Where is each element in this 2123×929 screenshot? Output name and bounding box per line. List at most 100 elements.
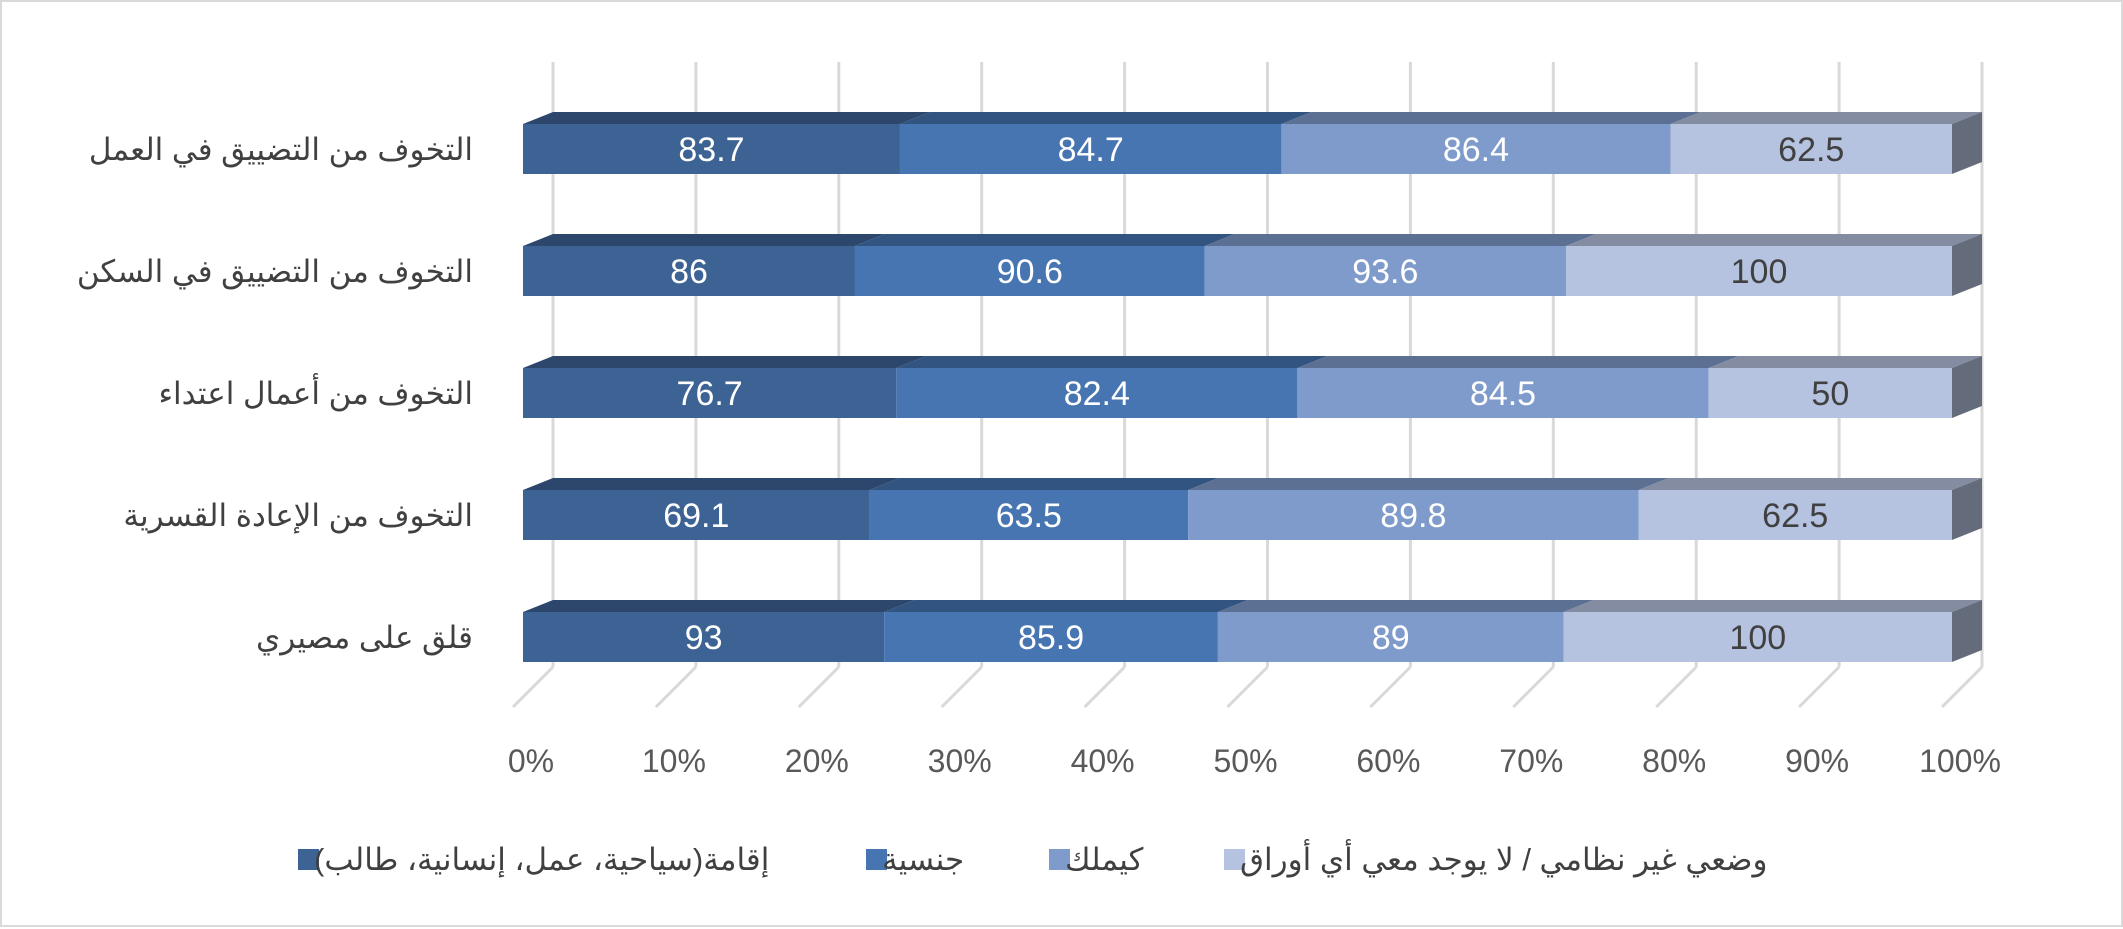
floor-gridline-3 bbox=[940, 665, 983, 709]
floor-gridline-1 bbox=[654, 665, 697, 709]
category-label: التخوف من أعمال اعتداء bbox=[158, 373, 473, 412]
data-label: 62.5 bbox=[1762, 497, 1828, 535]
bar-segment bbox=[896, 368, 1298, 418]
x-tick-label: 20% bbox=[785, 743, 849, 779]
data-label: 89 bbox=[1372, 619, 1410, 657]
bar-row: 86 90.6 93.6 100 bbox=[523, 234, 1982, 296]
x-tick-label: 100% bbox=[1919, 743, 2001, 779]
legend-swatch bbox=[1049, 849, 1070, 870]
bar-segment bbox=[854, 246, 1205, 296]
category-label: قلق على مصيري bbox=[256, 620, 473, 656]
bar-segment bbox=[1188, 490, 1639, 540]
bar-segment bbox=[899, 124, 1282, 174]
legend-item: جنسية bbox=[866, 842, 964, 877]
data-label: 93 bbox=[685, 619, 723, 657]
category-label: التخوف من التضييق في العمل bbox=[89, 132, 473, 168]
legend-swatch bbox=[298, 849, 319, 870]
x-tick-label: 0% bbox=[508, 743, 554, 779]
data-label: 82.4 bbox=[1064, 375, 1130, 413]
data-label: 84.7 bbox=[1058, 131, 1124, 169]
bar-segment-top bbox=[1217, 600, 1594, 612]
bar-segment-top bbox=[523, 478, 900, 490]
category-label: التخوف من التضييق في السكن bbox=[77, 254, 473, 290]
bar-segment-top bbox=[896, 356, 1328, 368]
x-tick-label: 50% bbox=[1213, 743, 1277, 779]
data-label: 90.6 bbox=[997, 253, 1063, 291]
legend-item: إقامة(سياحية، عمل، إنسانية، طالب) bbox=[298, 842, 769, 878]
data-label: 86.4 bbox=[1443, 131, 1509, 169]
bar-segment bbox=[1204, 246, 1566, 296]
bar-segment bbox=[1281, 124, 1671, 174]
legend-item: كيملك bbox=[1049, 842, 1144, 877]
bar-segment bbox=[523, 490, 870, 540]
floor-gridline-10 bbox=[1940, 665, 1984, 709]
data-label: 62.5 bbox=[1778, 131, 1844, 169]
bar-segment-top bbox=[869, 478, 1219, 490]
bar-row: 76.7 82.4 84.5 50 bbox=[523, 356, 1982, 418]
data-label: 100 bbox=[1731, 253, 1788, 291]
data-label: 63.5 bbox=[996, 497, 1062, 535]
legend-label: وضعي غير نظامي / لا يوجد معي أي أوراق bbox=[1240, 839, 1767, 878]
bar-segment bbox=[884, 612, 1218, 662]
legend-label: إقامة(سياحية، عمل، إنسانية، طالب) bbox=[314, 842, 769, 878]
data-label: 83.7 bbox=[678, 131, 744, 169]
bar-row: 69.1 63.5 89.8 62.5 bbox=[523, 478, 1982, 540]
bar-segment-top bbox=[1670, 112, 1982, 124]
bar-segment-top bbox=[884, 600, 1248, 612]
floor-gridline-4 bbox=[1083, 665, 1126, 709]
bar-segment-top bbox=[1638, 478, 1982, 490]
bar-segment-top bbox=[523, 234, 885, 246]
bar-side-face bbox=[1952, 234, 1982, 296]
data-label: 84.5 bbox=[1470, 375, 1536, 413]
bar-row: 83.7 84.7 86.4 62.5 bbox=[523, 112, 1982, 174]
legend: إقامة(سياحية، عمل، إنسانية، طالب) جنسية كي… bbox=[298, 839, 1767, 878]
legend-label: كيملك bbox=[1065, 842, 1144, 877]
data-label: 86 bbox=[670, 253, 708, 291]
bar-segment bbox=[1708, 368, 1952, 418]
bar-segment-top bbox=[1297, 356, 1739, 368]
x-tick-label: 60% bbox=[1356, 743, 1420, 779]
legend-swatch bbox=[1224, 849, 1245, 870]
bar-segment bbox=[869, 490, 1189, 540]
bar-segment-top bbox=[899, 112, 1312, 124]
category-labels: التخوف من التضييق في العمل التخوف من التض… bbox=[77, 132, 473, 656]
floor-gridline-8 bbox=[1655, 665, 1698, 709]
bar-segment bbox=[1670, 124, 1952, 174]
bar-row: 93 85.9 89 100 bbox=[523, 600, 1982, 662]
floor-gridline-7 bbox=[1512, 665, 1555, 709]
bar-segment-top bbox=[1563, 600, 1982, 612]
floor-gridline-6 bbox=[1369, 665, 1412, 709]
bar-segment bbox=[523, 368, 897, 418]
bar-segment-top bbox=[523, 356, 927, 368]
data-label: 93.6 bbox=[1352, 253, 1418, 291]
bar-segment bbox=[1565, 246, 1952, 296]
legend-label: جنسية bbox=[882, 842, 964, 877]
bar-segment bbox=[523, 124, 900, 174]
bar-segment bbox=[523, 612, 885, 662]
bar-side-face bbox=[1952, 478, 1982, 540]
bar-segment-top bbox=[1565, 234, 1982, 246]
data-label: 100 bbox=[1729, 619, 1786, 657]
legend-swatch bbox=[866, 849, 887, 870]
data-label: 76.7 bbox=[677, 375, 743, 413]
bar-segment bbox=[1638, 490, 1952, 540]
x-tick-label: 90% bbox=[1785, 743, 1849, 779]
x-tick-label: 80% bbox=[1642, 743, 1706, 779]
x-tick-label: 40% bbox=[1071, 743, 1135, 779]
bar-segment-top bbox=[1708, 356, 1982, 368]
x-axis-ticks: 0% 10% 20% 30% 40% 50% 60% 70% 80% 90% 100% bbox=[508, 743, 2001, 779]
x-tick-label: 10% bbox=[642, 743, 706, 779]
floor-gridline-5 bbox=[1226, 665, 1269, 709]
bar-side-face bbox=[1952, 600, 1982, 662]
floor-gridline-2 bbox=[797, 665, 840, 709]
bar-segment bbox=[1297, 368, 1709, 418]
data-label: 85.9 bbox=[1018, 619, 1084, 657]
bar-segment-top bbox=[523, 112, 930, 124]
x-tick-label: 30% bbox=[928, 743, 992, 779]
legend-item: وضعي غير نظامي / لا يوجد معي أي أوراق bbox=[1224, 839, 1767, 878]
bar-segment-top bbox=[1204, 234, 1596, 246]
bar-segment bbox=[523, 246, 855, 296]
bar-segment-top bbox=[1188, 478, 1669, 490]
